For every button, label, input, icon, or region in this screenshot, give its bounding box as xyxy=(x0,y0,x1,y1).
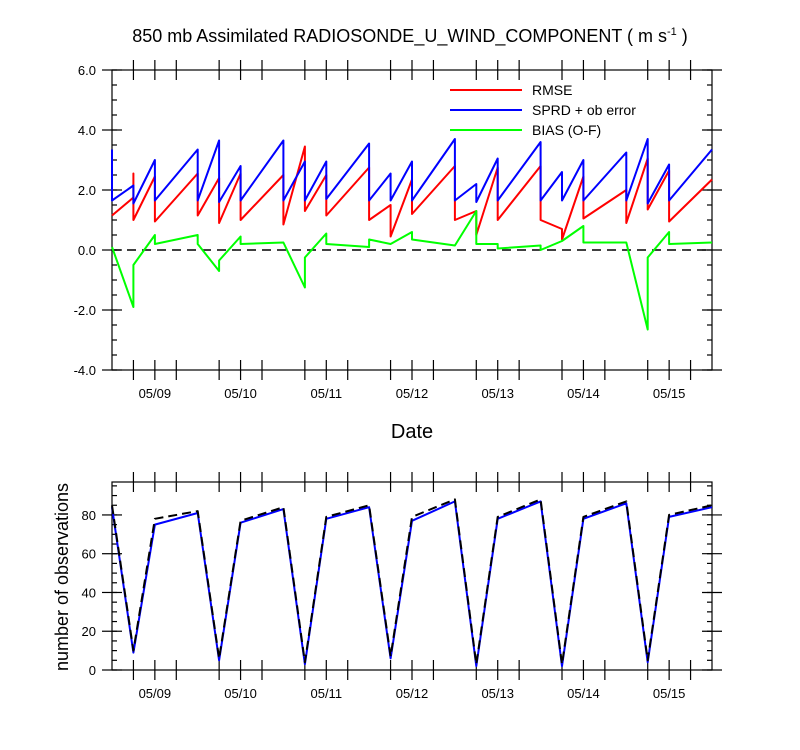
bottom-series-assimilated xyxy=(111,500,713,668)
top-xtick-label: 05/12 xyxy=(396,386,429,401)
chart-title-main: 850 mb Assimilated RADIOSONDE_U_WIND_COM… xyxy=(132,26,667,47)
bottom-ytick-label: 40 xyxy=(82,585,96,600)
bottom-plot-ticks: 80 60 40 20 0 05/09 05/10 05/11 05/12 05/13 05/14 0… xyxy=(82,472,722,701)
chart-title: 850 mb Assimilated RADIOSONDE_U_WIND_COM… xyxy=(132,26,688,47)
top-xtick-label: 05/15 xyxy=(653,386,686,401)
chart-title-close: ) xyxy=(677,26,688,46)
top-ytick-label: 6.0 xyxy=(78,63,96,78)
bottom-xtick-label: 05/09 xyxy=(139,686,172,701)
top-xtick-label: 05/11 xyxy=(310,386,342,401)
top-ytick-label: -4.0 xyxy=(74,363,96,378)
bottom-xtick-label: 05/13 xyxy=(481,686,514,701)
bottom-ytick-label: 20 xyxy=(82,624,96,639)
bottom-xtick-label: 05/12 xyxy=(396,686,429,701)
top-xtick-label: 05/14 xyxy=(567,386,600,401)
bottom-ytick-label: 60 xyxy=(82,547,96,562)
bottom-y-axis-label: number of observations xyxy=(52,483,72,671)
top-plot-series xyxy=(111,138,713,331)
bottom-xtick-label: 05/15 xyxy=(653,686,686,701)
top-xtick-label: 05/10 xyxy=(224,386,257,401)
bottom-plot-series xyxy=(111,498,713,668)
legend-label-rmse: RMSE xyxy=(532,82,572,98)
bottom-series-total xyxy=(111,498,713,666)
x-axis-label: Date xyxy=(391,421,433,443)
legend: RMSE SPRD + ob error BIAS (O-F) xyxy=(450,82,636,138)
chart-title-exponent: -1 xyxy=(667,26,677,38)
top-ytick-label: 0.0 xyxy=(78,243,96,258)
bottom-xtick-label: 05/10 xyxy=(224,686,257,701)
bottom-plot-frame xyxy=(111,481,713,671)
top-series-rmse xyxy=(111,145,713,241)
legend-label-bias: BIAS (O-F) xyxy=(532,122,601,138)
top-series-sprd-ob-error xyxy=(111,138,713,205)
top-series-bias-o-f xyxy=(111,210,713,331)
bottom-xtick-label: 05/11 xyxy=(310,686,342,701)
bottom-ytick-label: 80 xyxy=(82,508,96,523)
top-xtick-label: 05/09 xyxy=(139,386,172,401)
legend-label-sprd: SPRD + ob error xyxy=(532,102,636,118)
top-plot-ticks: 6.0 4.0 2.0 0.0 -2.0 -4.0 05/09 05/10 05/11 05/12… xyxy=(74,60,722,401)
top-ytick-label: 4.0 xyxy=(78,123,96,138)
top-ytick-label: 2.0 xyxy=(78,183,96,198)
bottom-ytick-label: 0 xyxy=(89,663,96,678)
top-xtick-label: 05/13 xyxy=(481,386,514,401)
bottom-xtick-label: 05/14 xyxy=(567,686,600,701)
top-ytick-label: -2.0 xyxy=(74,303,96,318)
